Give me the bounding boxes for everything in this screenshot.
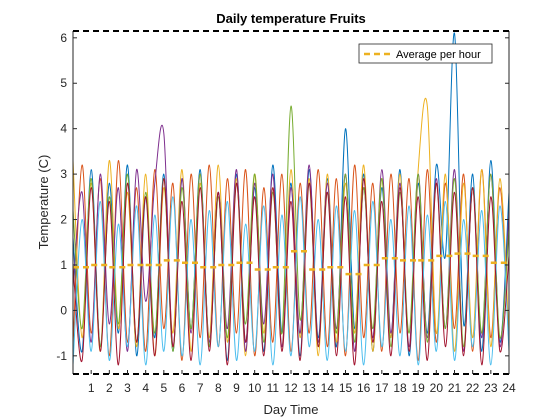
x-tick-label: 14 bbox=[321, 381, 335, 395]
x-tick-label: 7 bbox=[197, 381, 204, 395]
x-tick-label: 12 bbox=[284, 381, 298, 395]
y-tick-label: 4 bbox=[60, 122, 67, 136]
x-tick-label: 20 bbox=[430, 381, 444, 395]
x-tick-label: 9 bbox=[233, 381, 240, 395]
series-line-4 bbox=[72, 124, 510, 352]
y-tick-label: 0 bbox=[60, 303, 67, 317]
x-tick-label: 5 bbox=[160, 381, 167, 395]
series-line-6 bbox=[72, 196, 510, 366]
x-tick-label: 22 bbox=[466, 381, 480, 395]
x-tick-label: 18 bbox=[393, 381, 407, 395]
y-ticks: -1 0 1 2 3 4 5 6 bbox=[56, 31, 509, 363]
series-line-3 bbox=[72, 97, 510, 357]
y-tick-label: 2 bbox=[60, 213, 67, 227]
x-tick-label: 24 bbox=[502, 381, 516, 395]
series-layer bbox=[72, 32, 510, 366]
x-axis-label: Day Time bbox=[264, 402, 319, 417]
y-axis-label: Temperature (C) bbox=[36, 155, 51, 250]
y-tick-label: -1 bbox=[56, 349, 67, 363]
average-layer bbox=[73, 250, 509, 276]
series-line-2 bbox=[72, 159, 510, 361]
x-tick-label: 15 bbox=[339, 381, 353, 395]
y-tick-label: 3 bbox=[60, 167, 67, 181]
x-ticks: 1 2 3 4 5 6 7 8 9 10 11 12 13 14 15 16 17 18 19 20 21 22 23 24 bbox=[88, 370, 516, 395]
y-tick-label: 5 bbox=[60, 76, 67, 90]
y-tick-label: 1 bbox=[60, 258, 67, 272]
x-tick-label: 17 bbox=[375, 381, 389, 395]
y-tick-label: 6 bbox=[60, 31, 67, 45]
x-tick-label: 19 bbox=[411, 381, 425, 395]
x-tick-label: 13 bbox=[302, 381, 316, 395]
x-tick-label: 4 bbox=[142, 381, 149, 395]
x-tick-label: 6 bbox=[179, 381, 186, 395]
chart-title: Daily temperature Fruits bbox=[216, 11, 366, 26]
x-tick-label: 2 bbox=[106, 381, 113, 395]
legend-label: Average per hour bbox=[396, 49, 481, 61]
x-tick-label: 21 bbox=[448, 381, 462, 395]
x-tick-label: 10 bbox=[248, 381, 262, 395]
x-tick-label: 3 bbox=[124, 381, 131, 395]
x-tick-label: 1 bbox=[88, 381, 95, 395]
legend-box bbox=[358, 43, 493, 64]
series-line-7 bbox=[72, 178, 510, 366]
x-tick-label: 16 bbox=[357, 381, 371, 395]
x-tick-label: 11 bbox=[267, 381, 280, 395]
x-tick-label: 8 bbox=[215, 381, 222, 395]
x-tick-label: 23 bbox=[484, 381, 498, 395]
legend: Average per hour bbox=[358, 43, 493, 64]
